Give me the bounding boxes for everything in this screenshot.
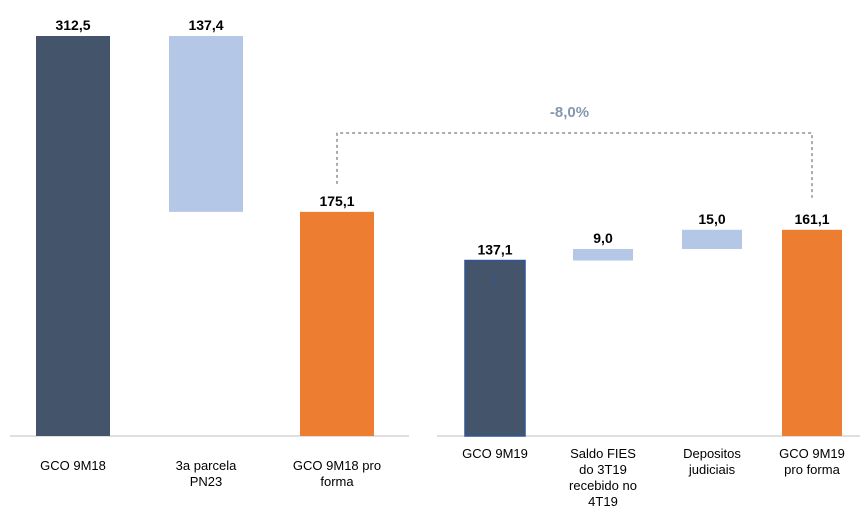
right-value-label-4: 161,1 (794, 211, 829, 227)
right-value-label-2: 9,0 (593, 230, 613, 246)
left-waterfall-panel: 312,5 GCO 9M18 137,4 3a parcela PN23 175,1 GCO… (10, 17, 409, 489)
right-bar-4 (782, 229, 842, 436)
change-bracket: -8,0% (336, 104, 813, 198)
left-bar-3 (300, 211, 374, 436)
right-bar-2 (573, 248, 633, 261)
right-bar-3 (682, 229, 742, 249)
right-value-label-1: 137,1 (477, 242, 512, 258)
left-category-label-1: GCO 9M18 (40, 458, 106, 473)
right-value-label-3: 15,0 (698, 211, 725, 227)
left-value-label-1: 312,5 (55, 17, 90, 33)
left-bar-1 (36, 36, 110, 436)
right-category-label-2: Saldo FIES do 3T19 recebido no 4T19 (569, 446, 637, 509)
left-bar-2 (169, 36, 243, 212)
change-bracket-line (336, 132, 813, 198)
right-category-label-4: GCO 9M19 pro forma (779, 446, 845, 477)
left-category-label-3: GCO 9M18 pro forma (293, 458, 381, 489)
left-category-label-2: 3a parcela PN23 (176, 458, 237, 489)
right-category-label-3: Depositos judiciais (683, 446, 741, 477)
left-value-label-2: 137,4 (188, 17, 223, 33)
change-percentage-label: -8,0% (550, 104, 589, 121)
left-value-label-3: 175,1 (319, 193, 354, 209)
right-waterfall-panel: 137,1 GCO 9M19 9,0 Saldo FIES do 3T19 recebid… (437, 211, 860, 509)
right-category-label-1: GCO 9M19 (462, 446, 528, 461)
right-bar-1 (464, 259, 526, 437)
